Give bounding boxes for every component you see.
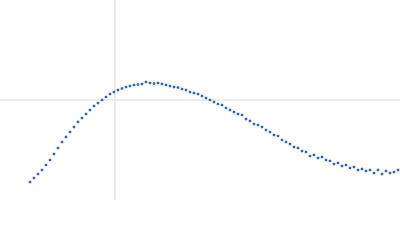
point: [144, 80, 148, 84]
point: [384, 169, 388, 173]
point: [232, 110, 236, 114]
point: [60, 140, 64, 144]
point: [112, 90, 116, 94]
point: [192, 91, 196, 95]
point: [168, 84, 172, 88]
point: [96, 101, 100, 105]
point: [260, 125, 264, 129]
point: [208, 98, 212, 102]
point: [392, 170, 396, 174]
point: [196, 92, 200, 96]
chart: [0, 0, 400, 200]
point: [120, 87, 124, 90]
point: [132, 83, 136, 87]
point: [108, 92, 112, 96]
point: [72, 125, 76, 129]
point: [160, 82, 164, 86]
point: [320, 155, 324, 159]
point: [312, 153, 316, 157]
point: [92, 104, 96, 108]
point: [216, 102, 220, 106]
point: [348, 166, 352, 170]
point: [228, 108, 232, 112]
point: [268, 130, 272, 134]
point: [52, 152, 56, 156]
point: [336, 161, 340, 165]
point: [304, 150, 308, 154]
point: [316, 156, 320, 160]
point: [292, 145, 296, 149]
point: [48, 158, 52, 162]
point: [252, 122, 256, 126]
point: [156, 81, 160, 85]
point: [220, 103, 224, 107]
point: [80, 116, 84, 120]
point: [356, 168, 360, 172]
point: [204, 96, 208, 100]
point: [308, 154, 312, 158]
point: [264, 128, 268, 132]
point: [152, 82, 156, 85]
point: [64, 135, 68, 139]
point: [184, 88, 188, 92]
point: [176, 86, 180, 89]
point: [84, 112, 88, 116]
point: [88, 108, 92, 112]
point: [128, 84, 132, 88]
point: [300, 149, 304, 153]
point: [372, 171, 376, 175]
point: [256, 123, 260, 127]
point: [40, 168, 44, 172]
point: [324, 158, 328, 162]
point: [288, 142, 292, 146]
point: [44, 163, 48, 167]
point: [332, 162, 336, 166]
point: [116, 88, 120, 92]
point: [388, 171, 392, 175]
point: [164, 83, 168, 87]
point: [212, 100, 216, 104]
point: [124, 85, 128, 89]
point: [180, 87, 184, 91]
point: [100, 98, 104, 102]
point: [328, 159, 332, 163]
point: [360, 167, 364, 171]
point: [56, 146, 60, 150]
point: [28, 180, 32, 184]
point: [280, 138, 284, 142]
point: [200, 94, 204, 98]
point: [296, 146, 300, 150]
point: [36, 172, 40, 176]
point: [364, 169, 368, 173]
point: [352, 165, 356, 169]
point: [244, 117, 248, 121]
point: [368, 168, 372, 172]
point: [396, 168, 400, 172]
point: [104, 95, 108, 99]
point: [188, 90, 192, 94]
point: [380, 172, 384, 176]
point: [136, 83, 140, 86]
point: [248, 119, 252, 123]
point: [376, 168, 380, 172]
point: [236, 112, 240, 116]
point: [224, 106, 228, 110]
point: [76, 120, 80, 124]
page: (() => { const data = JSON.parse(documen…: [0, 0, 400, 200]
point: [340, 164, 344, 168]
point: [32, 176, 36, 180]
point: [276, 134, 280, 138]
point: [344, 163, 348, 167]
point: [68, 130, 72, 134]
point: [272, 133, 276, 137]
point: [172, 85, 176, 89]
point: [240, 113, 244, 117]
point: [284, 140, 288, 144]
point: [140, 82, 144, 86]
point: [148, 81, 152, 85]
